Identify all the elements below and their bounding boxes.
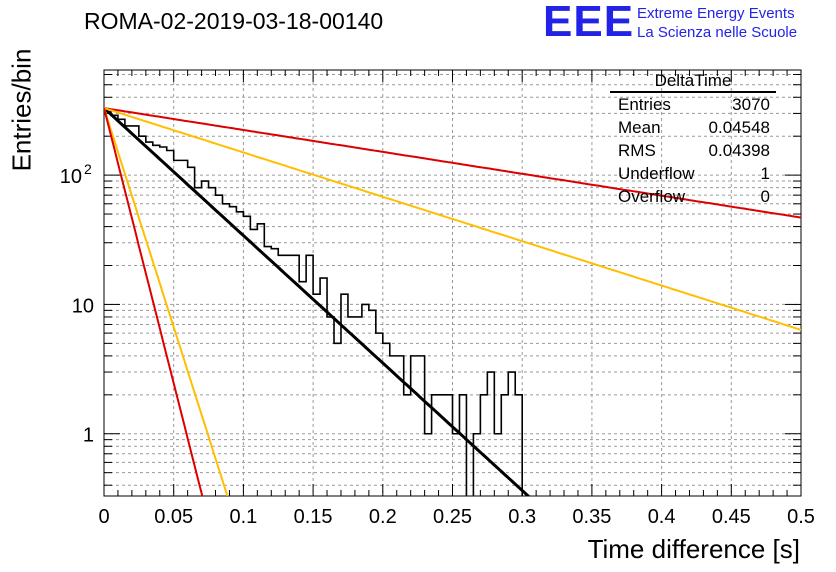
stats-label: Entries xyxy=(618,95,671,114)
histogram-steps xyxy=(104,110,523,496)
x-tick-label: 0.05 xyxy=(154,506,193,528)
x-tick-label: 0.4 xyxy=(648,506,676,528)
fit-curve xyxy=(104,107,229,496)
stats-value: 0 xyxy=(760,187,770,206)
x-tick-label: 0.5 xyxy=(787,506,815,528)
stats-box: DeltaTime Entries 3070 Mean 0.04548 RMS … xyxy=(610,70,776,208)
fit-curve xyxy=(104,106,531,496)
stats-label: Overflow xyxy=(618,187,686,206)
logo-line-1: Extreme Energy Events xyxy=(637,5,795,22)
eee-logo: EEE xyxy=(543,0,635,46)
y-tick-label: 10 xyxy=(60,166,82,188)
stats-title: DeltaTime xyxy=(610,70,776,93)
y-axis-label: Entries/bin xyxy=(6,48,37,172)
stats-value: 3070 xyxy=(732,95,770,114)
logo-line-2: La Scienza nelle Scuole xyxy=(637,24,798,41)
stats-value: 0.04398 xyxy=(708,141,770,160)
stats-value: 0.04548 xyxy=(708,118,770,137)
y-tick-label: 1 xyxy=(83,425,94,447)
stats-label: RMS xyxy=(618,141,656,160)
x-tick-label: 0.1 xyxy=(229,506,257,528)
fit-curve xyxy=(104,107,801,219)
stats-row: Underflow 1 xyxy=(610,162,776,185)
stats-value: 1 xyxy=(760,164,770,183)
y-tick-label: 10 xyxy=(72,295,94,317)
x-tick-label: 0.3 xyxy=(508,506,536,528)
stats-row: Mean 0.04548 xyxy=(610,116,776,139)
stats-row: Entries 3070 xyxy=(610,93,776,116)
fit-curve xyxy=(104,107,801,331)
x-tick-label: 0.2 xyxy=(369,506,397,528)
x-tick-label: 0.45 xyxy=(712,506,751,528)
chart-title: ROMA-02-2019-03-18-00140 xyxy=(84,8,384,34)
y-tick-exponent: 2 xyxy=(84,161,92,177)
x-tick-label: 0.25 xyxy=(433,506,472,528)
x-axis-label: Time difference [s] xyxy=(587,534,800,564)
histogram xyxy=(104,106,801,496)
stats-row: RMS 0.04398 xyxy=(610,139,776,162)
x-tick-label: 0.35 xyxy=(572,506,611,528)
x-tick-label: 0.15 xyxy=(294,506,333,528)
stats-row: Overflow 0 xyxy=(610,185,776,208)
x-tick-label: 0 xyxy=(98,506,109,528)
stats-label: Underflow xyxy=(618,164,695,183)
fit-curve xyxy=(104,107,204,496)
stats-label: Mean xyxy=(618,118,661,137)
